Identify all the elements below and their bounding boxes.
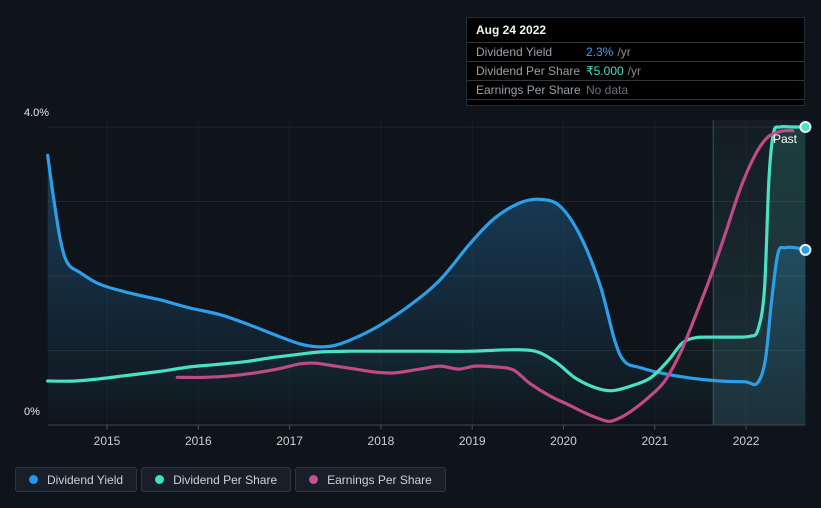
x-tick-label: 2020 — [550, 434, 577, 448]
earnings-per-share-dot-icon — [309, 475, 319, 484]
legend-label: Dividend Yield — [47, 472, 124, 487]
tooltip-unit: /yr — [627, 64, 642, 78]
dividend-per-share-end-dot — [799, 121, 812, 133]
x-tick-label: 2021 — [641, 434, 668, 448]
tooltip-label: Dividend Per Share — [476, 64, 581, 78]
earnings-per-share-line — [175, 128, 795, 423]
y-axis-label-top: 4.0% — [24, 107, 50, 119]
tooltip-label: Dividend Yield — [476, 45, 553, 59]
dividend-yield-line — [46, 153, 807, 387]
tooltip-value: ₹5.000 — [586, 64, 624, 78]
dividend-per-share-area — [47, 126, 806, 426]
x-tick-label: 2016 — [185, 434, 212, 448]
tooltip-value: No data — [586, 83, 629, 97]
tooltip-unit: /yr — [617, 45, 631, 59]
chart-legend: Dividend Yield Dividend Per Share Earnin… — [15, 467, 446, 492]
tooltip-row-dividend-yield: Dividend Yield 2.3% /yr — [467, 42, 804, 61]
tooltip-date: Aug 24 2022 — [476, 23, 547, 37]
x-tick-label: 2015 — [94, 434, 121, 448]
past-region-label: Past — [773, 132, 798, 146]
legend-label: Dividend Per Share — [173, 472, 278, 487]
legend-item-earnings-per-share[interactable]: Earnings Per Share — [295, 467, 446, 492]
chart-tooltip: Aug 24 2022 Dividend Yield 2.3% /yr Divi… — [466, 17, 805, 106]
x-tick-label: 2018 — [368, 434, 395, 448]
x-tick-label: 2017 — [276, 434, 303, 448]
tooltip-label: Earnings Per Share — [476, 83, 581, 97]
dividend-yield-end-dot — [799, 243, 812, 256]
legend-item-dividend-per-share[interactable]: Dividend Per Share — [141, 467, 292, 492]
y-axis-label-bottom: 0% — [24, 406, 40, 418]
legend-label: Earnings Per Share — [327, 472, 432, 487]
tooltip-row-earnings-per-share: Earnings Per Share No data — [467, 80, 804, 100]
x-tick-label: 2019 — [459, 434, 486, 448]
x-tick-label: 2022 — [733, 434, 760, 448]
tooltip-value: 2.3% — [586, 45, 614, 59]
dividend-per-share-line — [46, 124, 807, 393]
tooltip-row-dividend-per-share: Dividend Per Share ₹5.000 /yr — [467, 61, 804, 80]
dividend-per-share-dot-icon — [155, 475, 165, 484]
legend-item-dividend-yield[interactable]: Dividend Yield — [15, 467, 138, 492]
dividend-yield-dot-icon — [29, 475, 38, 484]
dividend-yield-area — [47, 155, 806, 426]
